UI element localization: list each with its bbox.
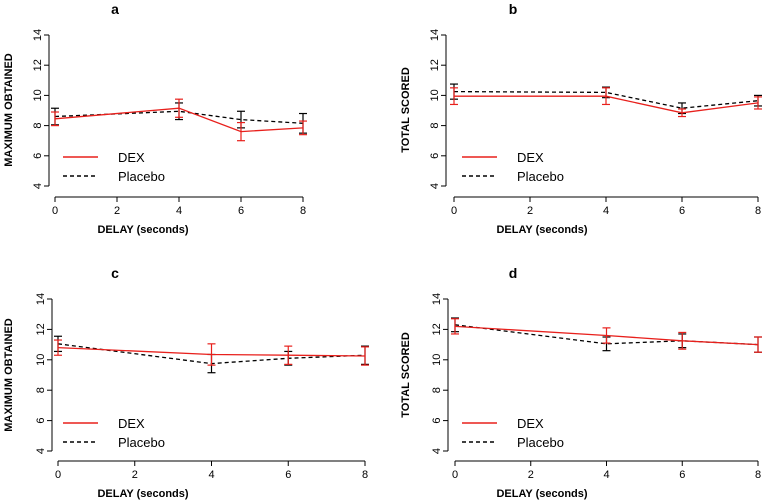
legend-label-placebo: Placebo	[517, 169, 564, 184]
error-bar-dex	[678, 108, 686, 118]
legend: DEX Placebo	[462, 416, 564, 450]
x-tick-label: 4	[603, 205, 609, 217]
x-tick-label: 8	[300, 205, 306, 217]
series-line-placebo	[57, 343, 366, 365]
y-tick-label: 8	[431, 387, 443, 393]
error-bar-dex	[51, 111, 59, 127]
series-line-dex	[454, 325, 759, 346]
y-tick-label: 12	[429, 59, 441, 71]
panel-letter: c	[111, 265, 119, 281]
legend-label-dex: DEX	[118, 416, 145, 431]
series-line-placebo	[453, 90, 759, 109]
x-tick-label: 2	[528, 469, 534, 481]
y-tick-label: 10	[32, 89, 44, 101]
legend-label-placebo: Placebo	[118, 169, 165, 184]
y-tick-label: 4	[429, 183, 441, 189]
error-bar-dex	[451, 318, 459, 335]
error-bar-dex	[678, 331, 687, 350]
error-bar-dex	[175, 98, 183, 118]
y-tick-label: 8	[429, 123, 441, 129]
error-bar-dex	[450, 87, 458, 106]
y-tick-label: 6	[431, 418, 443, 424]
error-bar-dex	[299, 120, 307, 136]
x-tick-label: 0	[52, 205, 58, 217]
panel-d: d 4 6 8 10 12 14 0 2 4 6 8 DELAY (seconds) TOTAL SCOR…	[400, 265, 762, 500]
y-tick-label: 8	[32, 123, 44, 129]
legend-label-placebo: Placebo	[118, 435, 165, 450]
series-line-dex	[454, 95, 759, 114]
x-tick-label: 4	[603, 469, 609, 481]
y-tick-label: 12	[32, 59, 44, 71]
x-tick-label: 0	[55, 469, 61, 481]
legend-label-placebo: Placebo	[517, 435, 564, 450]
legend: DEX Placebo	[63, 150, 165, 184]
x-tick-label: 8	[755, 469, 761, 481]
panel-letter: b	[509, 1, 518, 17]
y-axis-title: MAXIMUM OBTAINED	[3, 53, 15, 167]
y-axis-title: MAXIMUM OBTAINED	[3, 318, 15, 432]
x-tick-label: 8	[755, 205, 761, 217]
x-axis-title: DELAY (seconds)	[97, 224, 188, 236]
x-tick-label: 2	[132, 469, 138, 481]
x-axis-title: DELAY (seconds)	[496, 488, 587, 500]
y-tick-label: 14	[35, 293, 47, 305]
error-bar-dex	[361, 346, 369, 366]
series-line-dex	[54, 107, 304, 133]
x-tick-label: 8	[362, 469, 368, 481]
x-tick-label: 2	[114, 205, 120, 217]
y-tick-label: 14	[429, 29, 441, 41]
x-tick-label: 0	[451, 205, 457, 217]
panel-letter: d	[509, 265, 518, 281]
y-tick-label: 8	[35, 387, 47, 393]
y-tick-label: 6	[32, 153, 44, 159]
x-axis-title: DELAY (seconds)	[496, 224, 587, 236]
legend: DEX Placebo	[462, 150, 564, 184]
error-bar-dex	[284, 345, 293, 365]
y-tick-label: 14	[32, 29, 44, 41]
x-tick-label: 6	[238, 205, 244, 217]
x-tick-label: 4	[176, 205, 182, 217]
error-bar-dex	[54, 339, 62, 356]
y-tick-label: 10	[431, 354, 443, 366]
error-bar-dex	[602, 327, 611, 344]
error-bar-dex	[237, 121, 245, 142]
y-tick-label: 14	[431, 293, 443, 305]
x-tick-label: 6	[679, 205, 685, 217]
y-tick-label: 4	[431, 448, 443, 454]
x-tick-label: 2	[527, 205, 533, 217]
y-axis-title: TOTAL SCORED	[400, 67, 412, 153]
error-bar-dex	[754, 336, 762, 353]
x-tick-label: 6	[679, 469, 685, 481]
error-bar-dex	[207, 343, 216, 366]
legend-label-dex: DEX	[118, 150, 145, 165]
y-tick-label: 6	[35, 418, 47, 424]
x-tick-label: 0	[452, 469, 458, 481]
y-axis-title: TOTAL SCORED	[400, 332, 412, 418]
panel-a: a 4 6 8 10 12 14 0 2 4 6 8 DELAY (seconds) MAXIMUM OB…	[3, 1, 307, 236]
panel-c: c 4 6 8 10 12 14 0 2 4 6 8 DELAY (seconds) MAXIMUM OB…	[3, 265, 369, 500]
legend-label-dex: DEX	[517, 416, 544, 431]
panel-letter: a	[111, 1, 119, 17]
y-tick-label: 10	[429, 89, 441, 101]
legend: DEX Placebo	[63, 416, 165, 450]
y-tick-label: 10	[35, 354, 47, 366]
legend-label-dex: DEX	[517, 150, 544, 165]
panel-b: b 4 6 8 10 12 14 0 2 4 6 8 DELAY (seconds) TOTAL SCOR…	[400, 1, 762, 236]
y-tick-label: 12	[431, 323, 443, 335]
y-tick-label: 6	[429, 153, 441, 159]
y-tick-label: 4	[32, 183, 44, 189]
error-bar-dex	[602, 87, 610, 106]
y-tick-label: 12	[35, 323, 47, 335]
x-tick-label: 4	[208, 469, 214, 481]
x-axis-title: DELAY (seconds)	[97, 488, 188, 500]
series-line-placebo	[54, 110, 304, 124]
error-bar-dex	[754, 96, 762, 110]
x-tick-label: 6	[285, 469, 291, 481]
y-tick-label: 4	[35, 448, 47, 454]
series-line-dex	[57, 346, 366, 357]
